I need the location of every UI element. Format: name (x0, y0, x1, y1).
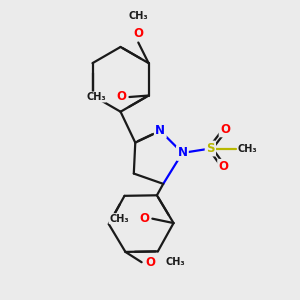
Text: O: O (219, 160, 229, 173)
Text: CH₃: CH₃ (109, 214, 129, 224)
Text: O: O (139, 212, 149, 225)
Text: CH₃: CH₃ (238, 143, 257, 154)
Text: CH₃: CH₃ (128, 11, 148, 21)
Text: CH₃: CH₃ (86, 92, 106, 102)
Text: CH₃: CH₃ (165, 257, 185, 267)
Text: N: N (155, 124, 165, 137)
Text: O: O (116, 91, 126, 103)
Text: O: O (145, 256, 155, 269)
Text: O: O (220, 123, 230, 136)
Text: N: N (177, 146, 188, 159)
Text: O: O (133, 27, 143, 40)
Text: S: S (206, 142, 214, 155)
